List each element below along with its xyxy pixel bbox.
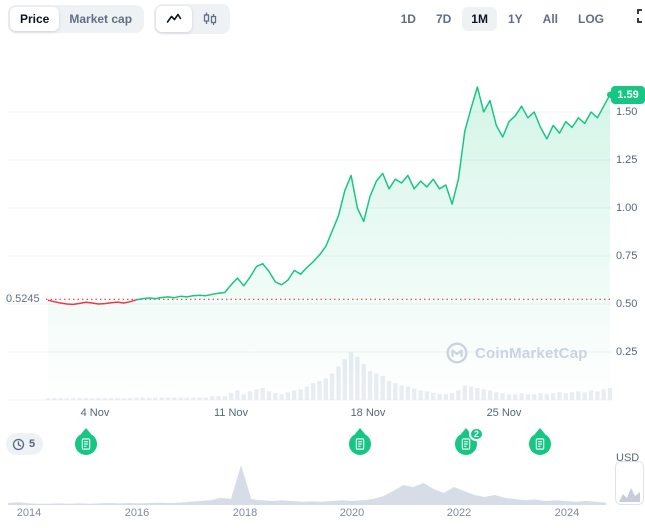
x-axis-tick: 18 Nov	[350, 407, 386, 419]
range-button-all[interactable]: All	[534, 7, 567, 31]
metric-toggle: Price Market cap	[8, 5, 145, 33]
coinmarketcap-logo-icon	[446, 342, 468, 364]
timeline-navigator[interactable]	[0, 461, 610, 505]
navigator-year-label: 2014	[16, 507, 42, 519]
document-icon	[535, 438, 545, 450]
y-axis-tick: 0.75	[616, 250, 638, 262]
chart-toolbar: Price Market cap 1D 7D 1M 1Y All LOG	[8, 4, 645, 34]
range-button-log[interactable]: LOG	[569, 7, 613, 31]
chart-type-toggle	[154, 4, 231, 34]
range-button-7d[interactable]: 7D	[427, 7, 460, 31]
news-event-marker[interactable]	[75, 433, 97, 455]
news-event-marker[interactable]: 2	[455, 427, 484, 455]
document-icon	[355, 438, 365, 450]
range-selector: 1D 7D 1M 1Y All LOG	[392, 7, 613, 31]
mini-chart-icon	[619, 488, 640, 502]
y-axis-tick: 1.50	[616, 106, 638, 118]
fullscreen-icon[interactable]	[636, 8, 645, 29]
news-event-marker[interactable]	[529, 433, 551, 455]
current-price-badge: 1.59	[611, 85, 645, 104]
navigator-year-label: 2020	[339, 507, 365, 519]
x-axis-tick: 25 Nov	[486, 407, 522, 419]
line-chart-icon	[166, 13, 182, 23]
range-button-1d[interactable]: 1D	[392, 7, 425, 31]
y-axis-tick: 0.50	[616, 298, 638, 310]
main-chart-area: 1.50 1.25 1.00 0.75 0.50 0.25 USD 0.5245…	[0, 58, 645, 464]
watermark-text: CoinMarketCap	[475, 344, 588, 362]
x-axis-tick: 11 Nov	[213, 407, 249, 419]
event-markers-row: 5 2	[0, 427, 645, 460]
y-axis-tick: 1.25	[616, 154, 638, 166]
candlestick-icon	[203, 12, 217, 25]
x-axis-tick: 4 Nov	[80, 407, 110, 419]
marker-count-badge: 2	[468, 427, 484, 441]
y-axis-tick: 0.25	[616, 346, 638, 358]
range-button-1y[interactable]: 1Y	[499, 7, 532, 31]
navigator-scroll-handle[interactable]	[615, 461, 644, 505]
history-count: 5	[29, 438, 36, 450]
navigator-year-label: 2016	[124, 507, 150, 519]
y-axis-tick: 1.00	[616, 202, 638, 214]
price-tab[interactable]: Price	[10, 7, 60, 31]
candlestick-type-button[interactable]	[192, 6, 228, 32]
news-event-marker[interactable]	[349, 433, 371, 455]
navigator-year-label: 2022	[446, 507, 472, 519]
line-chart-type-button[interactable]	[156, 6, 193, 32]
clock-icon	[12, 438, 25, 450]
document-icon	[461, 438, 471, 450]
watermark: CoinMarketCap	[446, 342, 588, 364]
navigator-year-label: 2018	[232, 507, 258, 519]
price-chart-canvas[interactable]	[0, 58, 612, 403]
navigator-year-label: 2024	[554, 507, 580, 519]
market-cap-tab[interactable]: Market cap	[59, 7, 142, 31]
document-icon	[81, 438, 91, 450]
reference-price-label: 0.5245	[6, 293, 40, 306]
range-button-1m[interactable]: 1M	[462, 7, 497, 31]
history-events-button[interactable]: 5	[6, 433, 44, 455]
